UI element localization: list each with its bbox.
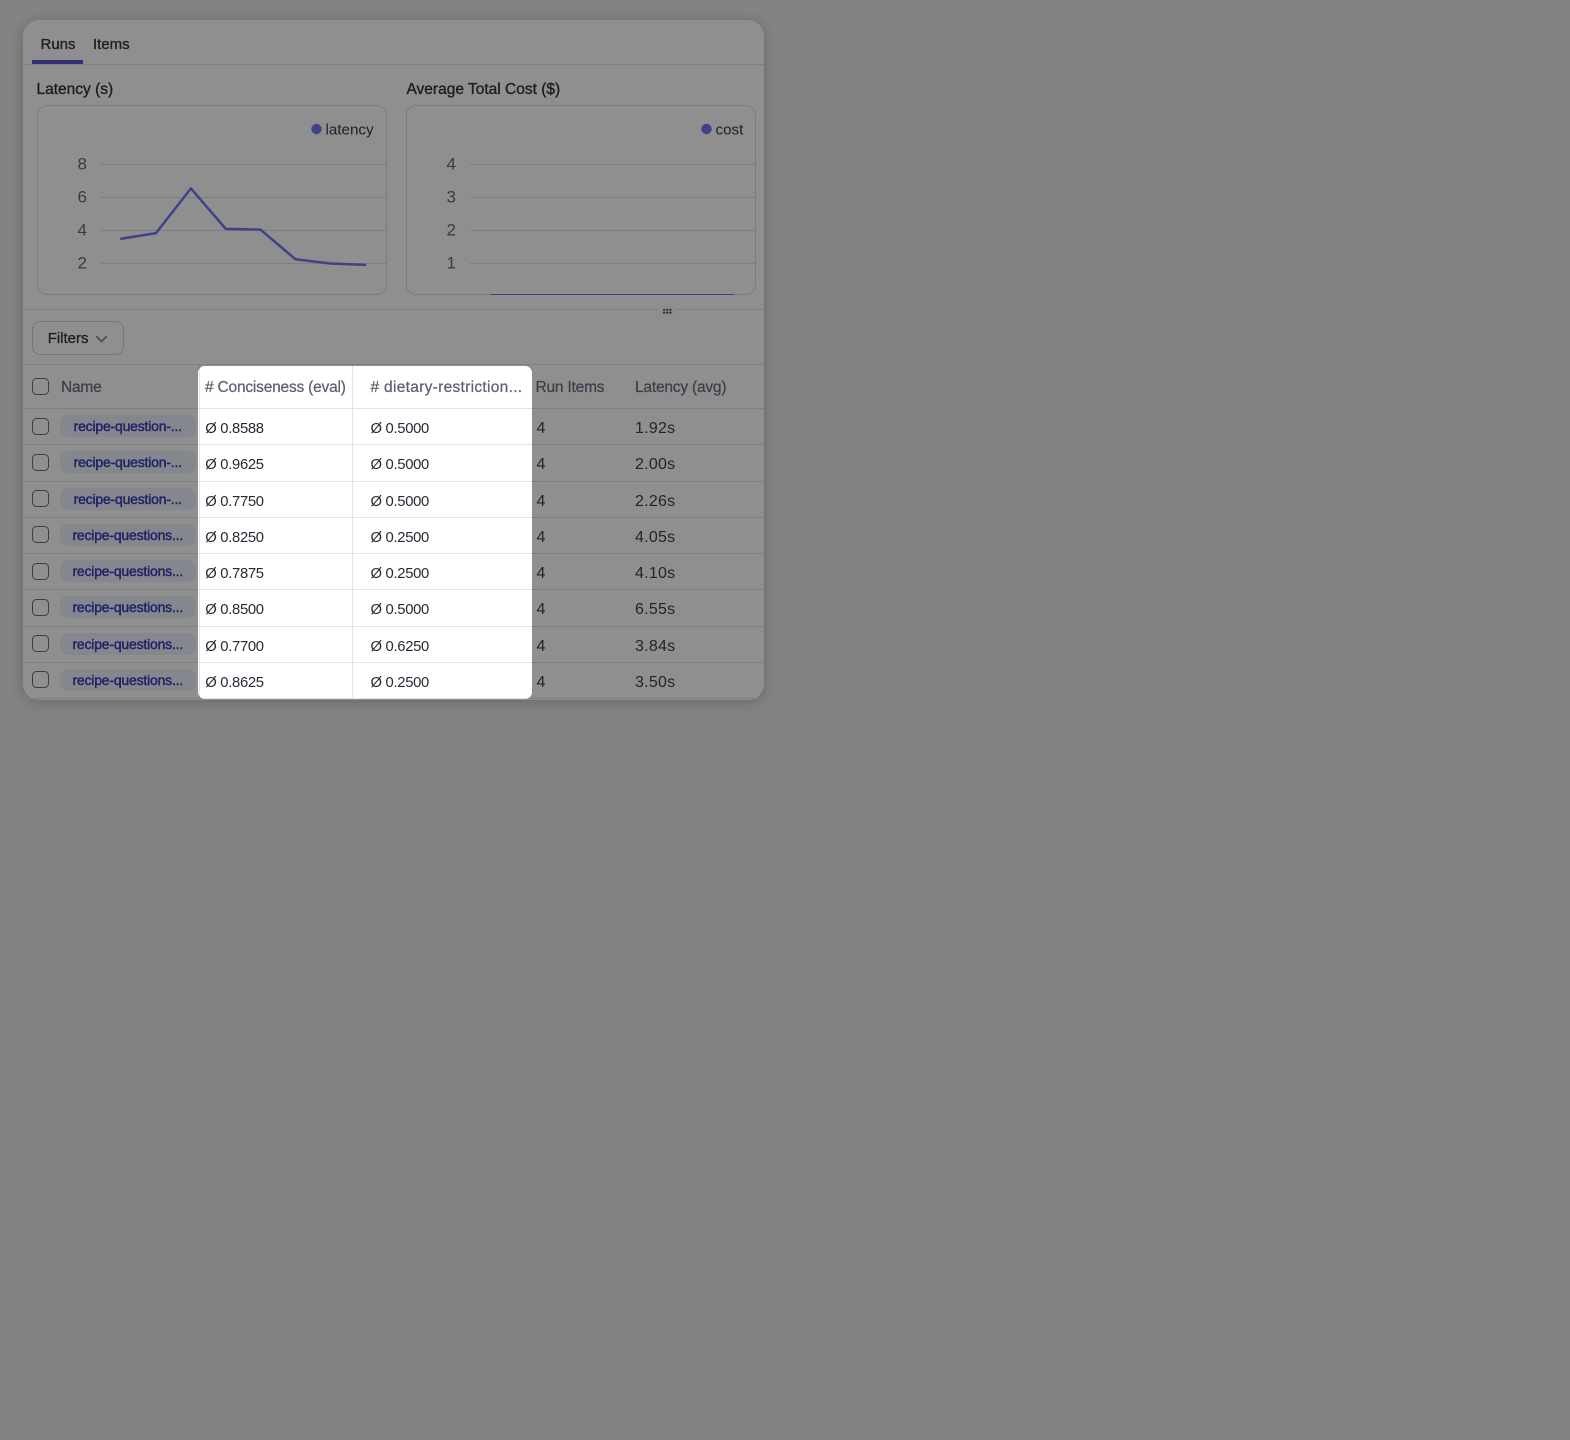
svg-text:2: 2 bbox=[446, 221, 455, 240]
svg-text:cost: cost bbox=[715, 122, 744, 139]
svg-text:6: 6 bbox=[77, 188, 86, 207]
svg-text:8: 8 bbox=[77, 155, 86, 174]
svg-text:2: 2 bbox=[77, 254, 86, 273]
svg-text:4: 4 bbox=[77, 221, 86, 240]
svg-text:4: 4 bbox=[446, 155, 455, 174]
svg-text:1: 1 bbox=[446, 254, 455, 273]
svg-text:latency: latency bbox=[325, 122, 374, 139]
svg-text:3: 3 bbox=[446, 188, 455, 207]
